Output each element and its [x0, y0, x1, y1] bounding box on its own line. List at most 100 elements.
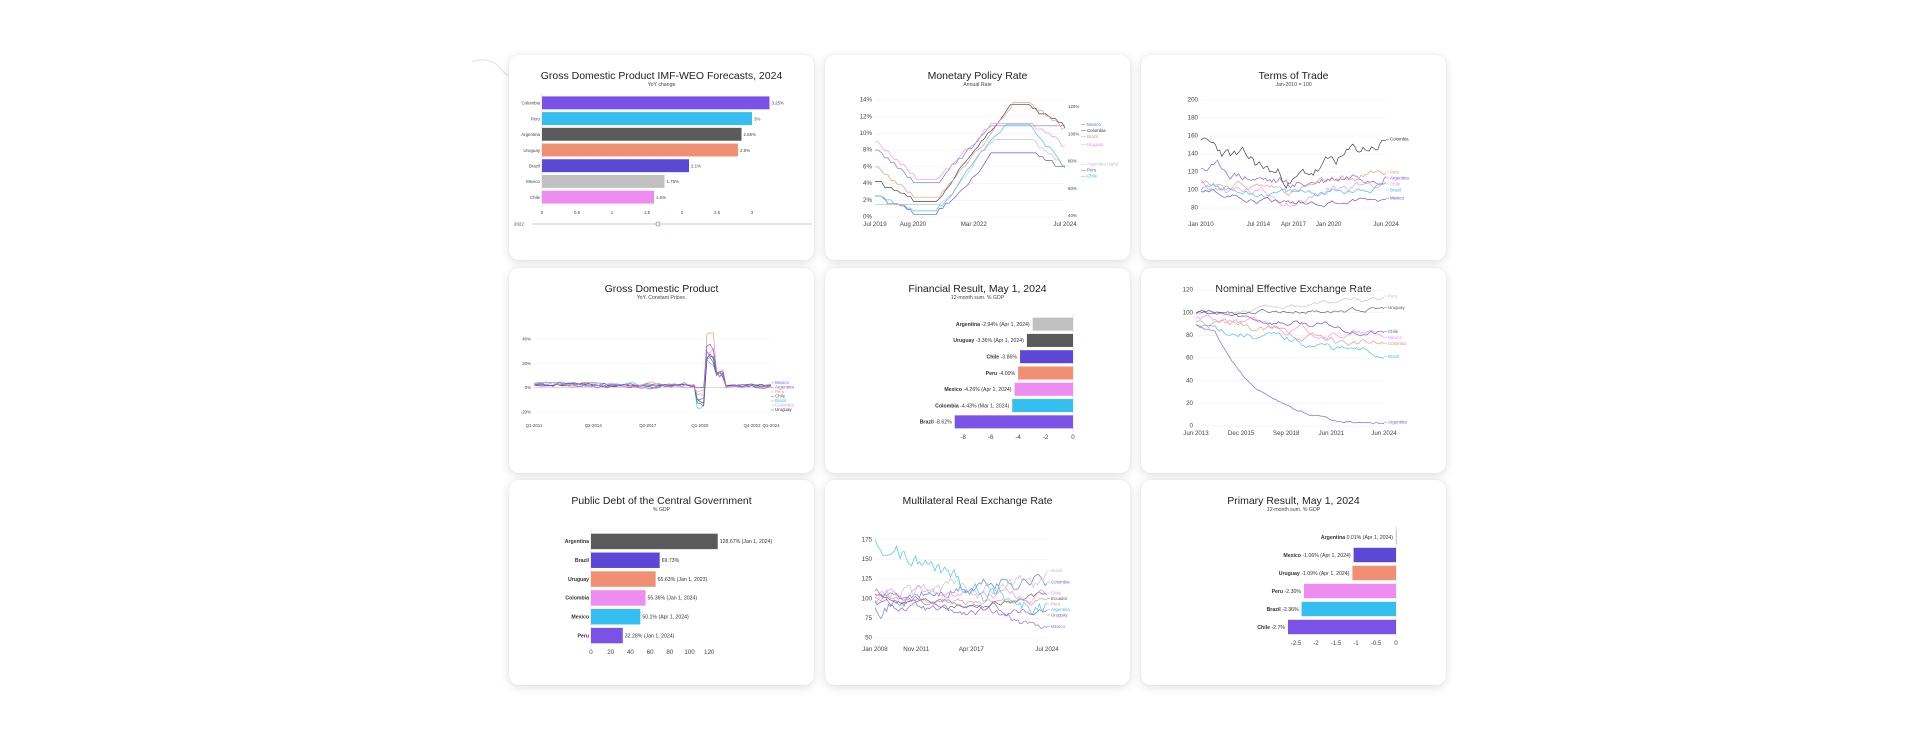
- x-tick-label: 0: [1071, 434, 1075, 441]
- chart-card-financial-result[interactable]: Financial Result, May 1, 2024 12-month su…: [825, 268, 1130, 473]
- category-label: Chile: [1257, 625, 1270, 631]
- x-tick-label: -1.5: [1331, 640, 1342, 647]
- bar-argentina: [1032, 317, 1073, 331]
- legend-label-colombia: Colombia: [775, 403, 794, 408]
- data-label: 69.73%: [662, 558, 680, 564]
- series-line-chile: [1195, 309, 1385, 337]
- chart-title: Primary Result, May 1, 2024: [1227, 495, 1360, 507]
- y2-tick-label: 100%: [1068, 131, 1079, 136]
- y-tick-label: 4%: [863, 180, 872, 187]
- bar-brazil: [1301, 601, 1396, 617]
- data-label: 50.1% (Apr 1, 2024): [642, 615, 689, 621]
- legend-label-uruguay: Uruguay: [1388, 305, 1405, 310]
- x-tick-label: Jan 2020: [1316, 221, 1342, 228]
- bar-mexico: [591, 609, 641, 625]
- series-line-mexico: [533, 350, 772, 400]
- bar-label-chile: Chile -3.86%: [986, 355, 1017, 361]
- data-label: 1.6%: [656, 195, 666, 200]
- series-line-brazil: [1200, 182, 1387, 199]
- chart-card-gdp[interactable]: Gross Domestic Product YoY. Constant Pric…: [509, 268, 814, 473]
- category-label: Brazil: [1267, 607, 1282, 613]
- legend-label-brazil: Brazil: [1388, 354, 1399, 359]
- data-label: -4.26% (Apr 1, 2024): [962, 387, 1012, 393]
- legend-label-colombia: Colombia: [1051, 579, 1070, 584]
- y-tick-label: 120: [1183, 287, 1194, 294]
- bar-label-mexico: Mexico -1.06% (Apr 1, 2024): [1283, 553, 1350, 559]
- chart-card-gdp-forecast[interactable]: Gross Domestic Product IMF-WEO Forecasts…: [509, 55, 814, 260]
- bar-argentina: [591, 533, 718, 550]
- x-tick-label: Jun 2024: [1373, 221, 1399, 228]
- range-slider-knob: [655, 221, 661, 227]
- bar-peru: [542, 112, 752, 126]
- y-tick-label: 0%: [525, 385, 531, 390]
- series-line-uruguay: [533, 353, 772, 404]
- chart-subtitle: 12-month sum. % GDP: [951, 295, 1005, 301]
- series-line-argentina: [1195, 324, 1385, 425]
- category-label: Uruguay: [568, 577, 589, 583]
- chart-card-terms-of-trade[interactable]: Terms of Trade Jan-2010 = 100 80 100 120 140 1…: [1141, 55, 1446, 260]
- legend-label-brazil: Brazil: [1087, 134, 1098, 139]
- legend-label-peru: Peru: [1087, 168, 1097, 173]
- series-line-brazil: [874, 571, 1048, 604]
- legend-label-colombia: Colombia: [1388, 341, 1407, 346]
- range-slider-start: 2022: [514, 222, 524, 227]
- legend-label-brazil: Brazil: [1390, 187, 1401, 192]
- bar-colombia: [1012, 399, 1073, 413]
- data-label: 1.75%: [667, 179, 680, 184]
- y-tick-label: 8%: [863, 147, 872, 154]
- chart-card-monetary-policy[interactable]: Monetary Policy Rate Annual Rate 0% 2% 4% 6% 8…: [825, 55, 1130, 260]
- category-label: Argentina: [521, 132, 540, 137]
- x-tick-label: Q2-2017: [639, 423, 657, 428]
- series-line-peru: [875, 152, 1065, 215]
- data-label: -4.00%: [997, 371, 1015, 377]
- x-tick-label: -8: [960, 434, 966, 441]
- bar-mexico: [542, 174, 665, 188]
- chart-card-neer[interactable]: Nominal Effective Exchange Rate 0 20 40 60 80…: [1141, 268, 1446, 473]
- legend-label-mexico: Mexico: [1390, 195, 1404, 200]
- series-line-mexico: [1200, 189, 1387, 208]
- bar-label-colombia: Colombia -4.43% (Mar 1, 2024): [935, 403, 1009, 409]
- y-tick-label: 175: [862, 536, 873, 543]
- x-tick-label: 120: [704, 649, 715, 656]
- data-label: -2.7%: [1270, 625, 1285, 631]
- legend-label-peru: Peru: [1388, 293, 1398, 298]
- x-tick-label: Apr 2017: [959, 646, 985, 653]
- bar-label-mexico: Mexico -4.26% (Apr 1, 2024): [944, 387, 1011, 393]
- x-tick-label: 80: [666, 649, 673, 656]
- bar-uruguay: [591, 571, 656, 587]
- x-tick-label: -2: [1313, 640, 1319, 647]
- data-label: 3.25%: [772, 101, 785, 106]
- x-tick-label: Sep 2018: [1273, 430, 1300, 437]
- legend-label-mexico: Mexico: [1051, 624, 1065, 629]
- chart-card-primary-result[interactable]: Primary Result, May 1, 2024 12-month sum.…: [1141, 480, 1446, 685]
- x-tick-label: Q1-2024: [762, 423, 780, 428]
- category-label: Chile: [986, 355, 999, 361]
- x-tick-label: 2: [681, 210, 684, 215]
- series-line-argentina: [533, 343, 772, 390]
- x-tick-label: Dec 2015: [1228, 430, 1255, 437]
- legend-label-peru: Peru: [775, 389, 785, 394]
- series-line-colombia: [1195, 319, 1385, 346]
- legend-label-chile: Chile: [1390, 181, 1401, 186]
- y-tick-label: -20%: [521, 410, 531, 415]
- chart-card-public-debt[interactable]: Public Debt of the Central Government% G…: [509, 480, 814, 685]
- chart-card-rer[interactable]: Multilateral Real Exchange Rate 50 75 100 12…: [825, 480, 1130, 685]
- series-line-uruguay: [1195, 306, 1385, 316]
- y-tick-label: 6%: [863, 163, 872, 170]
- data-label: 3%: [754, 116, 760, 121]
- y-tick-label: 100: [1188, 187, 1199, 194]
- x-tick-label: 0: [589, 649, 593, 656]
- x-tick-label: 3: [751, 210, 754, 215]
- data-label: 32.28% (Jan 1, 2024): [625, 633, 675, 639]
- chart-public-debt: Public Debt of the Central Government% G…: [565, 495, 773, 656]
- legend-label-ecuador: Ecuador: [1051, 596, 1068, 601]
- category-label: Colombia: [521, 101, 540, 106]
- x-tick-label: 100: [684, 649, 695, 656]
- series-line-chile: [874, 585, 1048, 605]
- series-line-peru: [874, 595, 1048, 606]
- series-line-colombia: [533, 347, 772, 393]
- x-tick-label: 0.5: [574, 210, 581, 215]
